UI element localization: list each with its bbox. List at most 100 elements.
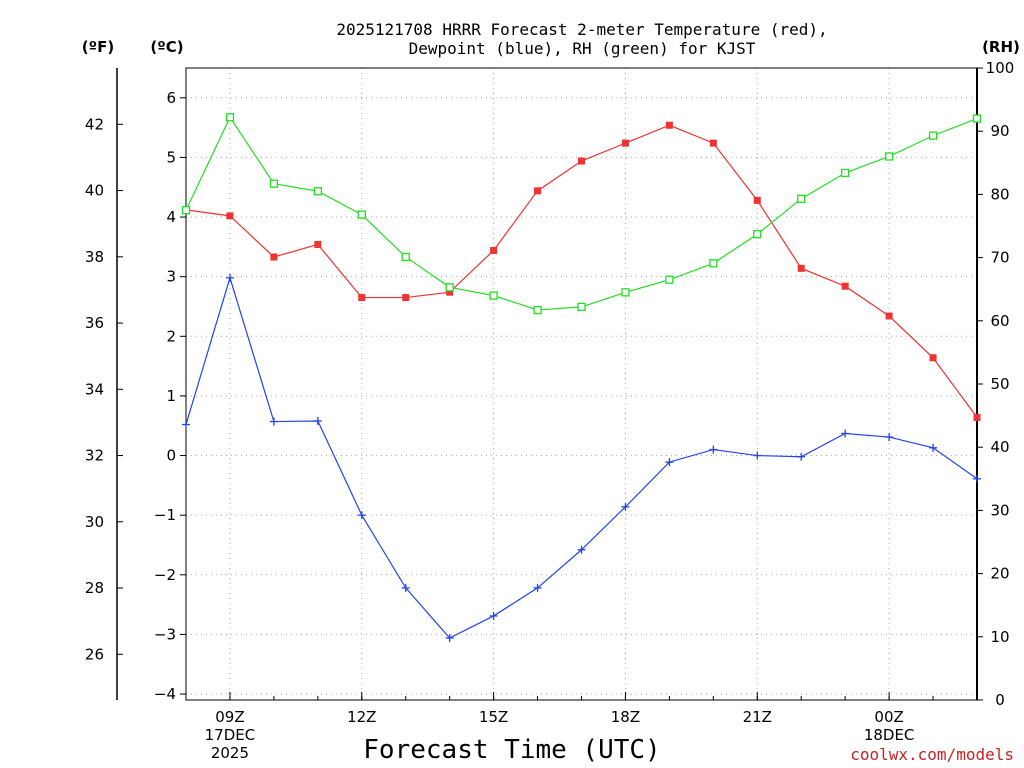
temperature-point	[929, 354, 937, 362]
dewpoint-point	[182, 420, 190, 429]
temperature-point	[490, 246, 498, 254]
x-tick-label: 00Z	[874, 708, 903, 726]
dewpoint-point	[577, 545, 586, 554]
rh-tick-label: 70	[990, 249, 1009, 267]
rh-tick-label: 60	[990, 312, 1009, 330]
temperature-point	[226, 212, 234, 220]
temperature-point	[665, 121, 673, 129]
fahrenheit-tick-label: 42	[85, 115, 104, 133]
celsius-tick-label: 3	[166, 268, 176, 286]
rh-point	[445, 283, 454, 292]
dewpoint-point	[533, 583, 542, 592]
rh-point	[884, 152, 894, 161]
chart-title: 2025121708 HRRR Forecast 2-meter Tempera…	[336, 20, 827, 39]
temperature-point	[402, 294, 410, 302]
rh-point	[489, 291, 498, 300]
x-tick-label: 18DEC	[864, 726, 915, 744]
x-tick-label: 17DEC	[205, 726, 256, 744]
x-tick-label: 12Z	[347, 708, 376, 726]
rh-tick-label: 40	[990, 438, 1009, 456]
series-line	[185, 124, 978, 418]
rh-point	[797, 194, 806, 203]
series-line	[185, 116, 978, 311]
dewpoint-point	[225, 273, 234, 282]
fahrenheit-tick-label: 30	[85, 513, 104, 531]
celsius-tick-label: −4	[154, 685, 176, 703]
dewpoint-point	[489, 611, 498, 620]
dewpoint-point	[841, 429, 850, 438]
rh-point	[401, 252, 410, 262]
rh-tick-label: 10	[990, 628, 1009, 646]
rh-point	[533, 305, 542, 315]
fahrenheit-tick-label: 32	[85, 447, 104, 465]
rh-tick-label: 30	[990, 501, 1009, 519]
celsius-tick-label: 6	[166, 89, 176, 107]
rh-point	[972, 114, 982, 123]
fahrenheit-tick-label: 40	[85, 182, 104, 200]
x-tick-label: 15Z	[479, 708, 508, 726]
x-axis-label: Forecast Time (UTC)	[363, 735, 660, 765]
x-tick-label: 21Z	[743, 708, 772, 726]
temperature-point	[797, 264, 805, 272]
series-line	[185, 275, 978, 639]
rh-point	[577, 302, 586, 312]
rh-point	[841, 168, 850, 178]
celsius-axis-label: (ºC)	[150, 38, 183, 56]
temperature-point	[621, 139, 629, 147]
fahrenheit-tick-label: 38	[85, 248, 104, 266]
temperature-point	[709, 139, 717, 147]
dewpoint-point	[753, 451, 762, 460]
x-tick-label: 18Z	[611, 708, 640, 726]
dewpoint-point	[665, 458, 674, 467]
celsius-tick-label: −1	[154, 506, 176, 524]
celsius-tick-label: 2	[166, 327, 176, 345]
rh-tick-label: 80	[990, 185, 1009, 203]
dewpoint-point	[621, 502, 630, 511]
temperature-point	[885, 312, 893, 320]
celsius-tick-label: −2	[154, 566, 176, 584]
dewpoint-point	[357, 511, 366, 520]
dewpoint-point	[709, 445, 718, 454]
rh-point	[313, 187, 322, 196]
fahrenheit-tick-label: 34	[85, 380, 104, 398]
rh-point	[181, 206, 191, 215]
data-series	[181, 113, 982, 642]
rh-tick-label: 50	[990, 375, 1009, 393]
temperature-point	[753, 196, 761, 204]
temperature-point	[841, 282, 849, 290]
dewpoint-point	[401, 583, 410, 592]
dewpoint-point	[797, 452, 806, 461]
temperature-point	[358, 294, 366, 302]
rh-point	[709, 259, 718, 268]
dewpoint-point	[269, 417, 278, 426]
x-tick-label: 2025	[211, 744, 249, 762]
rh-tick-label: 100	[986, 59, 1015, 77]
temperature-point	[973, 413, 981, 421]
rh-tick-label: 0	[995, 691, 1005, 709]
rh-axis-label: (RH)	[982, 38, 1020, 56]
tick-labels: 6543210−1−2−3−44240383634323028261009080…	[85, 59, 1014, 762]
rh-point	[665, 275, 674, 284]
temperature-point	[534, 187, 542, 195]
temperature-point	[314, 240, 322, 248]
rh-point	[928, 131, 938, 140]
rh-point	[269, 179, 279, 188]
rh-point	[621, 288, 630, 297]
temperature-point	[270, 253, 278, 261]
dewpoint-point	[313, 416, 322, 425]
fahrenheit-tick-label: 28	[85, 579, 104, 597]
temperature-point	[578, 157, 585, 165]
dewpoint-point	[929, 443, 938, 452]
fahrenheit-tick-label: 36	[85, 314, 104, 332]
axes	[116, 67, 983, 701]
temperature-point	[446, 288, 454, 296]
gridlines	[186, 68, 977, 700]
fahrenheit-tick-label: 26	[85, 645, 104, 663]
x-tick-label: 09Z	[215, 708, 244, 726]
rh-point	[225, 113, 235, 122]
dewpoint-point	[445, 633, 454, 642]
dewpoint-point	[973, 474, 981, 483]
chart-title-line2: Dewpoint (blue), RH (green) for KJST	[409, 39, 756, 58]
dewpoint-point	[885, 433, 894, 442]
